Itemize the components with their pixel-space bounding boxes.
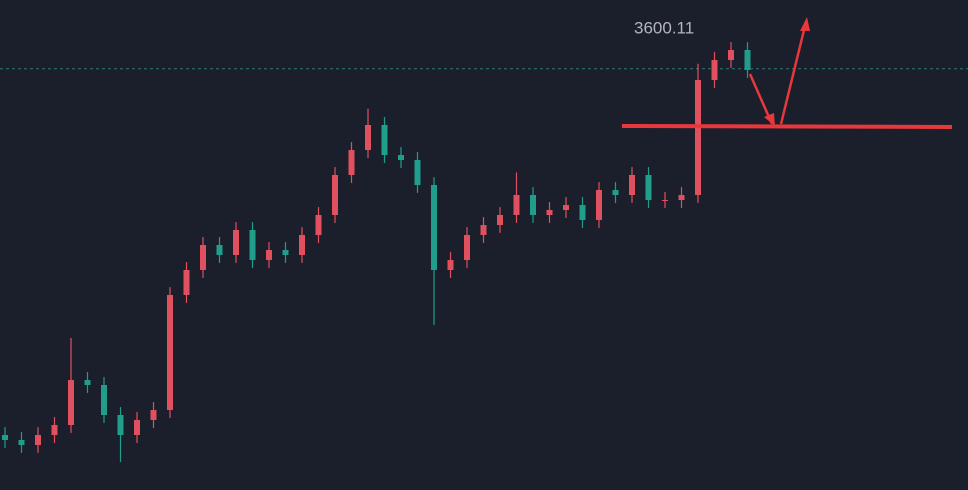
candle-body [365, 125, 371, 150]
candle-body [612, 190, 619, 195]
candle-body [497, 215, 503, 225]
candle-body [216, 245, 223, 255]
candle-body [84, 380, 91, 385]
candle-body [200, 245, 206, 270]
candle-body [183, 270, 190, 295]
price-label: 3600.11 [634, 18, 694, 37]
candle-body [563, 205, 569, 210]
candle-body [744, 50, 751, 70]
candle-body [68, 380, 74, 425]
candle-body [678, 195, 685, 200]
candle-body [414, 160, 421, 185]
candle-body [51, 425, 58, 435]
support-line [621, 124, 953, 129]
candle-body [695, 80, 701, 195]
candle-body [398, 155, 404, 160]
candle-body [134, 420, 140, 435]
candle-body [117, 415, 124, 435]
candle-body [348, 150, 355, 175]
candle-body [546, 210, 553, 215]
candle-body [629, 175, 635, 195]
candle-body [35, 435, 41, 445]
candle-body [101, 385, 107, 415]
candle-body [18, 440, 25, 445]
plot: 3600.11 [0, 18, 968, 463]
candle-body [266, 250, 272, 260]
candle-body [167, 295, 173, 410]
candle-body [299, 235, 305, 255]
annotation [621, 17, 953, 129]
candle-body [332, 175, 338, 215]
candle-body [282, 250, 289, 255]
candle-body [150, 410, 157, 420]
candle-body [381, 125, 388, 155]
candle-body [431, 185, 437, 270]
candle-body [315, 215, 322, 235]
candle-body [530, 195, 536, 215]
candle-body [579, 205, 586, 220]
arrow-up [779, 25, 807, 125]
candle-body [596, 190, 602, 220]
candle-body [662, 200, 668, 201]
candle-body [464, 235, 470, 260]
arrow-head [764, 113, 775, 126]
candle-body [728, 50, 734, 60]
candle-body [711, 60, 718, 80]
candle-body [447, 260, 454, 270]
candle-body [233, 230, 239, 255]
candle-body [2, 435, 8, 440]
candle-body [645, 175, 652, 200]
candle-body [249, 230, 256, 260]
candle-body [513, 195, 520, 215]
arrow-head [800, 17, 810, 31]
candle-body [480, 225, 487, 235]
